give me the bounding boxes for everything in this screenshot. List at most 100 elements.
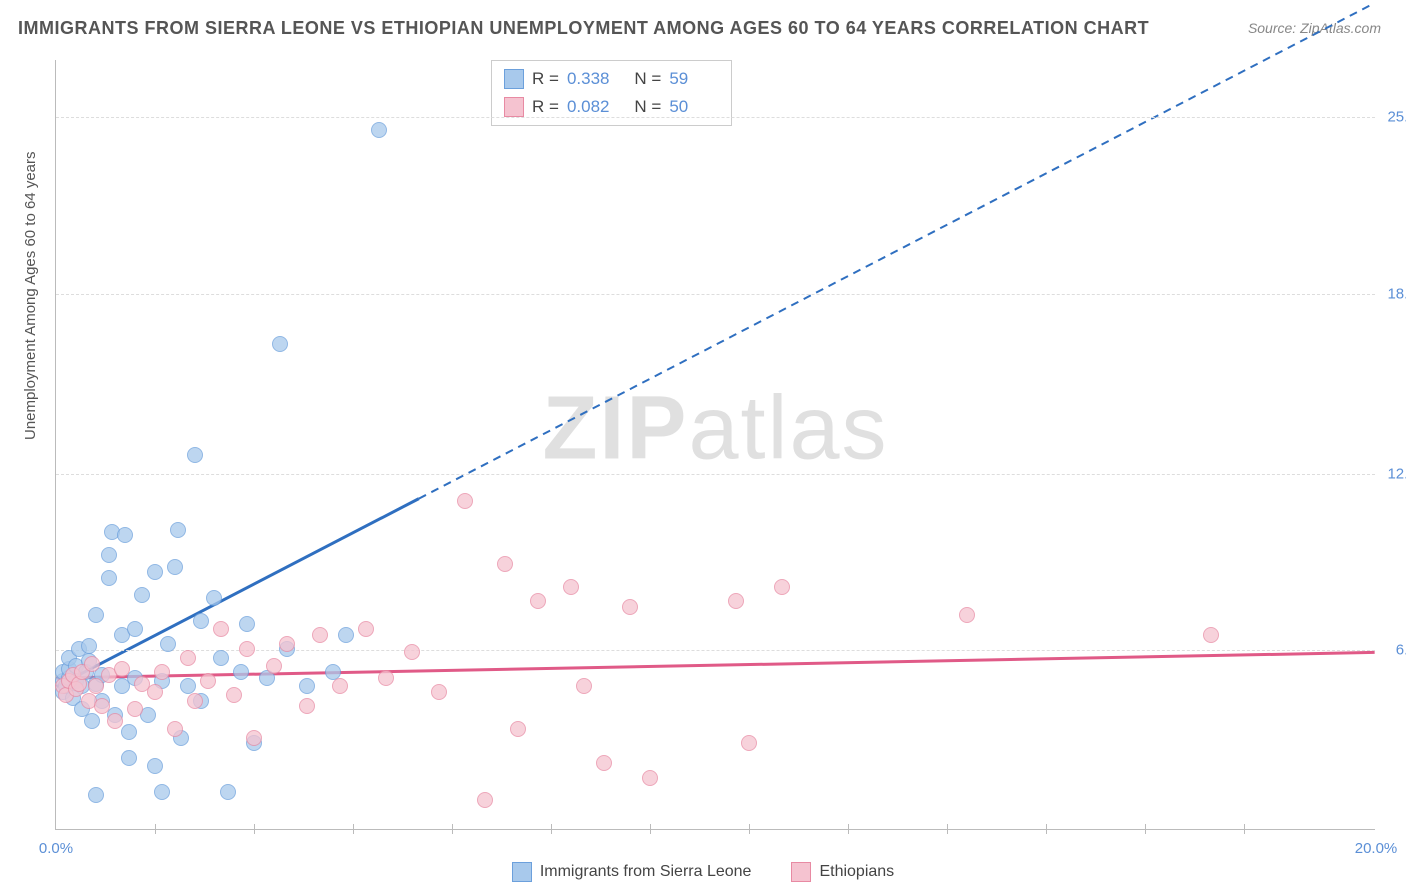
gridline-horizontal <box>56 117 1375 118</box>
scatter-point <box>170 522 186 538</box>
scatter-point <box>239 616 255 632</box>
scatter-point <box>84 656 100 672</box>
scatter-point <box>180 650 196 666</box>
scatter-point <box>774 579 790 595</box>
scatter-point <box>167 721 183 737</box>
scatter-point <box>200 673 216 689</box>
scatter-point <box>622 599 638 615</box>
scatter-point <box>239 641 255 657</box>
correlation-legend-row: R = 0.338 N = 59 <box>504 65 719 93</box>
series-legend-item: Ethiopians <box>791 862 894 882</box>
x-minor-tick <box>947 824 948 834</box>
scatter-point <box>431 684 447 700</box>
scatter-point <box>477 792 493 808</box>
x-minor-tick <box>254 824 255 834</box>
scatter-point <box>279 636 295 652</box>
legend-swatch <box>512 862 532 882</box>
y-axis-title: Unemployment Among Ages 60 to 64 years <box>22 151 39 440</box>
scatter-point <box>193 613 209 629</box>
series-legend-label: Immigrants from Sierra Leone <box>540 863 752 881</box>
scatter-point <box>741 735 757 751</box>
scatter-point <box>213 621 229 637</box>
x-minor-tick <box>1145 824 1146 834</box>
scatter-point <box>187 447 203 463</box>
scatter-point <box>299 678 315 694</box>
legend-swatch <box>504 97 524 117</box>
trend-line-solid <box>56 652 1374 678</box>
scatter-point <box>81 638 97 654</box>
y-tick-label: 25.0% <box>1380 109 1406 126</box>
scatter-point <box>121 724 137 740</box>
scatter-point <box>206 590 222 606</box>
scatter-point <box>596 755 612 771</box>
gridline-horizontal <box>56 474 1375 475</box>
x-minor-tick <box>1244 824 1245 834</box>
scatter-point <box>107 713 123 729</box>
x-minor-tick <box>551 824 552 834</box>
x-minor-tick <box>848 824 849 834</box>
legend-n-label: N = <box>625 65 661 93</box>
scatter-point <box>457 493 473 509</box>
legend-r-value: 0.338 <box>567 65 617 93</box>
scatter-point <box>154 664 170 680</box>
y-tick-label: 12.5% <box>1380 465 1406 482</box>
scatter-point <box>497 556 513 572</box>
x-minor-tick <box>650 824 651 834</box>
legend-swatch <box>791 862 811 882</box>
scatter-point <box>226 687 242 703</box>
scatter-point <box>338 627 354 643</box>
scatter-point <box>147 684 163 700</box>
scatter-point <box>160 636 176 652</box>
scatter-point <box>371 122 387 138</box>
scatter-point <box>332 678 348 694</box>
scatter-point <box>127 701 143 717</box>
scatter-point <box>266 658 282 674</box>
scatter-point <box>84 713 100 729</box>
scatter-point <box>117 527 133 543</box>
y-tick-label: 18.8% <box>1380 285 1406 302</box>
scatter-point <box>94 698 110 714</box>
scatter-point <box>959 607 975 623</box>
scatter-point <box>101 547 117 563</box>
x-minor-tick <box>1046 824 1047 834</box>
trend-lines-layer <box>56 60 1375 829</box>
scatter-point <box>1203 627 1219 643</box>
scatter-point <box>213 650 229 666</box>
x-minor-tick <box>452 824 453 834</box>
scatter-point <box>187 693 203 709</box>
scatter-point <box>127 621 143 637</box>
scatter-point <box>114 661 130 677</box>
scatter-point <box>147 564 163 580</box>
scatter-point <box>642 770 658 786</box>
x-minor-tick <box>155 824 156 834</box>
x-minor-tick <box>749 824 750 834</box>
x-tick-label: 20.0% <box>1355 840 1398 857</box>
scatter-point <box>510 721 526 737</box>
scatter-point <box>576 678 592 694</box>
series-legend-item: Immigrants from Sierra Leone <box>512 862 752 882</box>
scatter-point <box>101 570 117 586</box>
scatter-point <box>246 730 262 746</box>
scatter-point <box>220 784 236 800</box>
x-tick-label: 0.0% <box>39 840 73 857</box>
y-tick-label: 6.3% <box>1380 642 1406 659</box>
legend-r-label: R = <box>532 65 559 93</box>
scatter-point <box>530 593 546 609</box>
scatter-point <box>233 664 249 680</box>
scatter-point <box>88 607 104 623</box>
scatter-point <box>154 784 170 800</box>
scatter-point <box>563 579 579 595</box>
legend-n-value: 59 <box>669 65 719 93</box>
plot-area: ZIPatlas R = 0.338 N = 59R = 0.082 N = 5… <box>55 60 1375 830</box>
scatter-point <box>299 698 315 714</box>
scatter-point <box>88 787 104 803</box>
scatter-point <box>272 336 288 352</box>
scatter-point <box>88 678 104 694</box>
scatter-point <box>404 644 420 660</box>
legend-swatch <box>504 69 524 89</box>
scatter-point <box>167 559 183 575</box>
scatter-point <box>147 758 163 774</box>
scatter-point <box>378 670 394 686</box>
series-legend: Immigrants from Sierra Leone Ethiopians <box>0 862 1406 882</box>
series-legend-label: Ethiopians <box>819 863 894 881</box>
